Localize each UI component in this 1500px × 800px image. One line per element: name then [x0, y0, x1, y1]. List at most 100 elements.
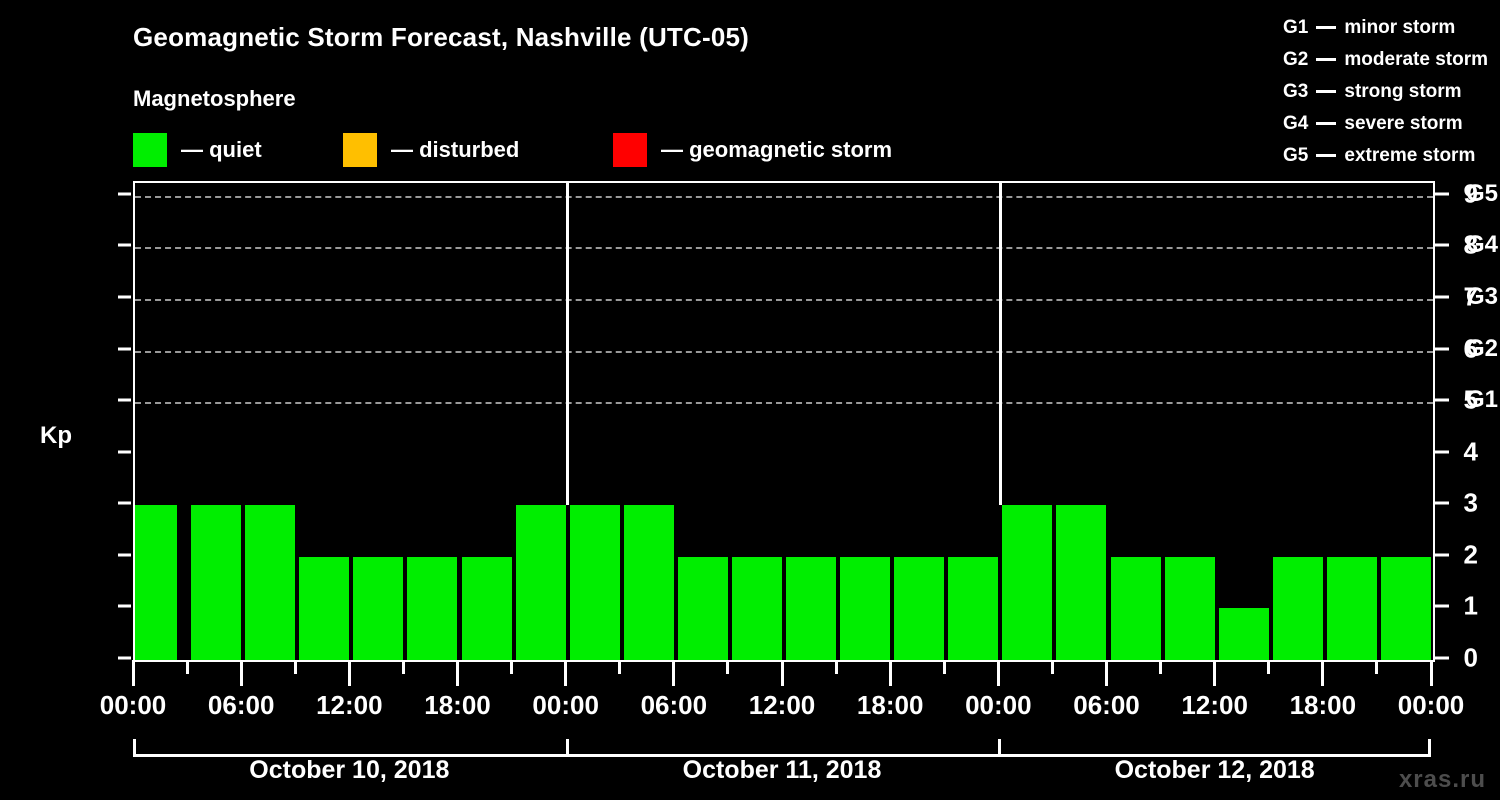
kp-bar: [1272, 556, 1323, 660]
dash-icon: [1316, 154, 1337, 158]
kp-bar: [1110, 556, 1161, 660]
green-swatch: [133, 133, 167, 167]
red-swatch: [613, 133, 647, 167]
right-axis-tick-mark: [1435, 604, 1449, 608]
x-axis-tick-mark: [780, 660, 784, 686]
kp-bar: [623, 505, 674, 660]
x-axis-tick-mark: [185, 660, 189, 674]
x-axis-tick-mark: [726, 660, 730, 674]
day-separator: [566, 183, 570, 506]
g-axis-tick-label: G5: [1466, 179, 1499, 207]
right-axis-tick-mark: [1435, 450, 1449, 454]
gridline: [135, 402, 1433, 405]
kp-bar: [894, 556, 945, 660]
kp-bar: [245, 505, 296, 660]
bracket-tick: [133, 739, 136, 757]
x-axis-tick-mark: [672, 660, 676, 686]
x-axis-tick-mark: [1213, 660, 1217, 686]
kp-bar: [191, 505, 242, 660]
x-axis-tick-mark: [401, 660, 405, 674]
y-axis-tick-label: 4: [1463, 436, 1478, 467]
legend-item-label: — quiet: [181, 137, 262, 162]
gridline: [135, 195, 1433, 198]
x-axis-tick-mark: [1159, 660, 1163, 674]
gscale-description: minor storm: [1344, 17, 1456, 38]
right-axis-tick-mark: [1435, 398, 1449, 402]
legend-item: — disturbed: [343, 133, 519, 167]
kp-bar: [515, 505, 566, 660]
x-axis-tick-mark: [347, 660, 351, 686]
x-axis-tick-label: 18:00: [1289, 690, 1357, 720]
gscale-legend-row: G5 extreme storm: [1283, 140, 1488, 172]
kp-bar: [353, 556, 404, 660]
kp-bar: [135, 505, 178, 660]
y-axis-tick-mark: [118, 192, 131, 196]
day-label: October 11, 2018: [682, 756, 882, 784]
right-axis-tick-mark: [1435, 243, 1449, 247]
dash-icon: [1316, 122, 1337, 126]
y-axis-tick-label: 9: [1463, 178, 1478, 209]
right-axis-tick-mark: [1435, 347, 1449, 351]
x-axis-tick-label: 18:00: [856, 690, 924, 720]
y-axis-tick-label: 2: [1463, 539, 1478, 570]
x-axis-tick-label: 18:00: [424, 690, 491, 720]
x-axis-tick-label: 00:00: [1397, 690, 1465, 720]
kp-bar: [1326, 556, 1377, 660]
legend-item-label: — disturbed: [391, 137, 520, 162]
y-axis-tick-label: 0: [1463, 642, 1478, 673]
gscale-legend: G1 minor storm G2 moderate storm G3 strong st…: [1283, 12, 1488, 172]
kp-bar: [677, 556, 728, 660]
day-bracket: [133, 739, 1431, 757]
kp-bar: [1002, 505, 1053, 660]
y-axis-tick-label: 8: [1463, 229, 1478, 260]
gscale-legend-row: G4 severe storm: [1283, 108, 1488, 140]
gscale-legend-row: G1 minor storm: [1283, 12, 1488, 44]
bracket-tick: [565, 739, 569, 757]
gscale-legend-row: G3 strong storm: [1283, 76, 1488, 108]
x-axis-tick-label: 00:00: [965, 690, 1032, 720]
dash-icon: [1316, 58, 1337, 62]
gridline: [135, 299, 1433, 302]
gscale-description: severe storm: [1344, 113, 1463, 134]
dash-icon: [1316, 90, 1337, 94]
x-axis-tick-mark: [834, 660, 838, 674]
x-axis-tick-mark: [618, 660, 622, 674]
y-axis-tick-mark: [118, 604, 131, 608]
y-axis-tick-label: 6: [1463, 333, 1478, 364]
y-axis-tick-mark: [118, 398, 131, 402]
x-axis-tick-mark: [293, 660, 297, 674]
x-axis-tick-mark: [131, 660, 135, 686]
day-separator: [998, 183, 1002, 506]
legend-item-label: — geomagnetic storm: [661, 137, 893, 162]
gscale-description: moderate storm: [1344, 49, 1488, 70]
gscale-code: G3: [1283, 81, 1309, 102]
x-axis-tick-mark: [1267, 660, 1271, 674]
x-axis-tick-mark: [1321, 660, 1325, 686]
bracket-line: [133, 754, 1431, 757]
watermark: xras.ru: [1398, 766, 1486, 793]
legend-item: — geomagnetic storm: [613, 133, 892, 167]
dash-icon: [1316, 26, 1337, 30]
x-axis-tick-mark: [942, 660, 946, 674]
x-axis-tick-mark: [1429, 660, 1433, 686]
kp-bar: [461, 556, 512, 660]
bracket-tick: [1428, 739, 1431, 757]
g-axis-tick-label: G1: [1466, 386, 1499, 414]
x-axis-tick-label: 12:00: [748, 690, 816, 720]
x-axis-tick-label: 06:00: [207, 690, 275, 720]
g-axis-tick-label: G2: [1466, 334, 1499, 362]
y-axis-tick-label: 3: [1463, 487, 1478, 518]
gscale-code: G1: [1283, 17, 1309, 38]
kp-bar: [1056, 505, 1107, 660]
y-axis-tick-label: 1: [1463, 590, 1478, 621]
kp-bar: [1218, 608, 1269, 660]
kp-bar: [407, 556, 458, 660]
right-axis-tick-mark: [1435, 501, 1449, 505]
x-axis-tick-label: 00:00: [99, 690, 167, 720]
x-axis-tick-label: 12:00: [316, 690, 383, 720]
orange-swatch: [343, 133, 377, 167]
x-axis-tick-mark: [1105, 660, 1108, 686]
x-axis-tick-mark: [1050, 660, 1054, 674]
gscale-description: strong storm: [1344, 81, 1462, 102]
